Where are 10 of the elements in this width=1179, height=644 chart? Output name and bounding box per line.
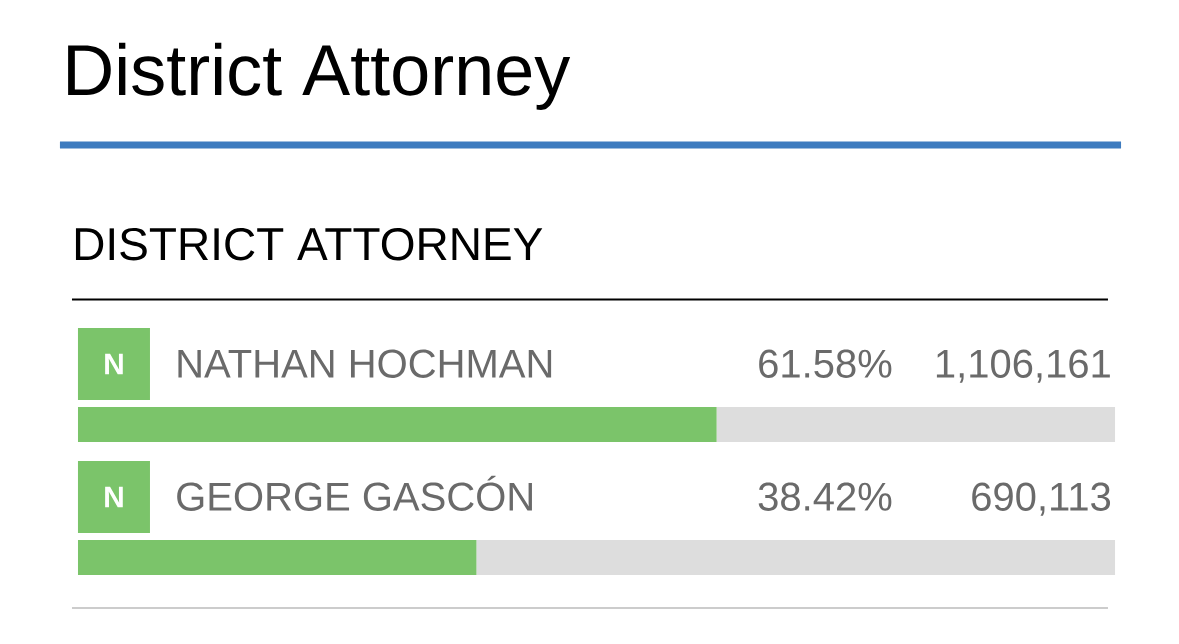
chart-subtitle: DISTRICT ATTORNEY — [75, 227, 543, 261]
annotation: N — [105, 486, 123, 508]
y-tick-label: NATHAN HOCHMAN — [178, 349, 552, 378]
annotation: N — [105, 353, 123, 375]
chart-title: District Attorney — [68, 42, 571, 110]
annotation: 1,106,161 — [936, 349, 1110, 383]
annotation: 690,113 — [972, 482, 1111, 516]
y-tick-label: GEORGE GASCÓN — [177, 475, 532, 511]
annotation: 38.42% — [758, 482, 892, 511]
annotation: 61.58% — [759, 349, 892, 378]
